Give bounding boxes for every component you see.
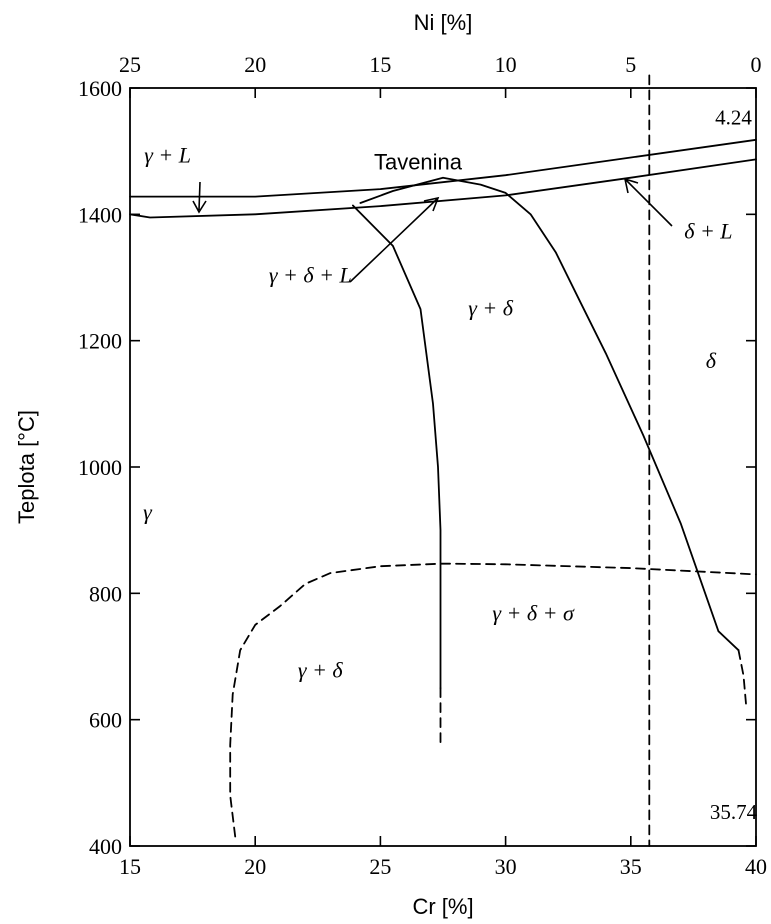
tick-marks bbox=[129, 87, 757, 847]
annotation-label: γ + δ + L bbox=[269, 263, 352, 288]
y-tick-label: 1000 bbox=[78, 455, 122, 480]
x-axis-title: Cr [%] bbox=[412, 894, 473, 919]
y-tick-label: 1400 bbox=[78, 202, 122, 227]
x-tick-label: 40 bbox=[745, 854, 767, 879]
x-tick-label: 30 bbox=[495, 854, 517, 879]
phase-boundary-curves bbox=[129, 74, 757, 847]
x2-tick-label: 10 bbox=[495, 52, 517, 77]
annotation-label: γ bbox=[143, 499, 153, 524]
region-annotations: 4.24 35.74 Tavenina γ + L γ + δ + L γ + δ δ + … bbox=[143, 105, 757, 824]
plot-frame bbox=[129, 87, 757, 847]
x2-tick-label: 15 bbox=[369, 52, 391, 77]
annotation-label: Tavenina bbox=[374, 150, 463, 175]
phase-boundary-line-7 bbox=[229, 562, 757, 838]
x2-tick-label: 0 bbox=[751, 52, 762, 77]
annotation-label: δ + L bbox=[684, 218, 732, 243]
annotation-label: γ + L bbox=[144, 143, 191, 168]
arrow-delta-l bbox=[623, 177, 673, 227]
x-tick-label: 35 bbox=[620, 854, 642, 879]
y-axis-title: Teplota [°C] bbox=[14, 410, 39, 524]
annotation-label: 35.74 bbox=[710, 800, 758, 824]
y-tick-label: 400 bbox=[89, 834, 122, 859]
phase-boundary-line-6 bbox=[737, 649, 747, 705]
label-arrows bbox=[192, 177, 673, 283]
y-tick-label: 1200 bbox=[78, 329, 122, 354]
y-tick-label: 1600 bbox=[78, 76, 122, 101]
annotation-label: γ + δ bbox=[468, 295, 514, 320]
arrow-gamma-l bbox=[192, 181, 207, 214]
annotation-label: γ + δ bbox=[298, 657, 344, 682]
y-tick-label: 800 bbox=[89, 581, 122, 606]
x2-axis-title: Ni [%] bbox=[414, 10, 473, 35]
phase-boundary-line-3 bbox=[352, 204, 442, 689]
x-tick-label: 25 bbox=[369, 854, 391, 879]
arrow-gamma-delta-l bbox=[349, 196, 440, 283]
x2-tick-label: 5 bbox=[625, 52, 636, 77]
y-tick-label: 600 bbox=[89, 708, 122, 733]
annotation-label: γ + δ + σ bbox=[492, 600, 575, 625]
phase-boundary-line-5 bbox=[359, 176, 740, 652]
x-tick-label: 20 bbox=[244, 854, 266, 879]
x-tick-label: 15 bbox=[119, 854, 141, 879]
tick-labels: 15 20 25 30 35 40 25 20 15 10 5 0 400 600 800 1000 1200 1… bbox=[78, 52, 767, 879]
annotation-label: 4.24 bbox=[715, 105, 752, 129]
x2-tick-label: 25 bbox=[119, 52, 141, 77]
x2-tick-label: 20 bbox=[244, 52, 266, 77]
phase-boundary-line-2 bbox=[129, 158, 757, 219]
phase-boundary-line-1 bbox=[129, 138, 757, 198]
annotation-label: δ bbox=[706, 348, 717, 373]
